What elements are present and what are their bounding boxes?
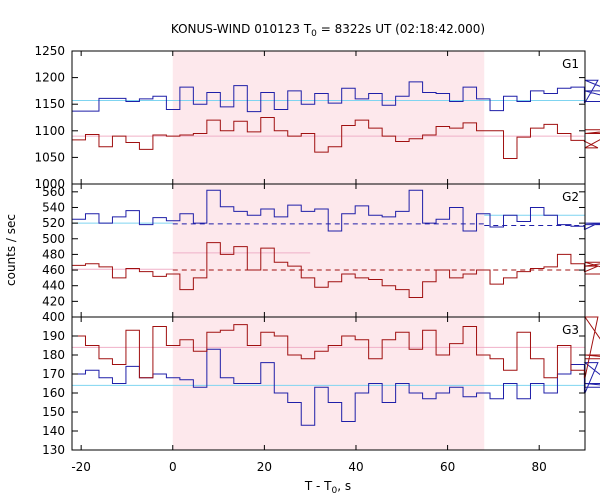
panel-g2-y-tick-label: 560 [42, 185, 65, 199]
panel-g3: 130 140 150 160 170 180 190 G3 [42, 316, 600, 457]
chart-title-main: KONUS-WIND 010123 T [171, 22, 312, 36]
panel-g2-series-blue [72, 189, 600, 232]
panel-g1-y-tick-label: 1200 [34, 71, 65, 85]
panel-g2-y-tick-label: 420 [42, 294, 65, 308]
x-axis-label-main: T - T [304, 479, 332, 493]
x-tick-label: 80 [532, 460, 547, 474]
panel-g2-shaded-interval [172, 184, 485, 317]
panel-g3-shaded-interval [172, 317, 485, 450]
x-tick-label: 0 [169, 460, 177, 474]
panel-g2-y-tick-label: 480 [42, 247, 65, 261]
x-tick-label: 20 [257, 460, 272, 474]
panel-g2-y-tick-label: 500 [42, 232, 65, 246]
panel-g3-y-tick-label: 160 [42, 386, 65, 400]
x-tick-label: 60 [440, 460, 455, 474]
panel-g3-y-tick-label: 170 [42, 367, 65, 381]
panel-g1-y-tick-label: 1000 [34, 177, 65, 191]
panel-g1-label: G1 [562, 57, 579, 71]
panel-g2-y-tick-label: 520 [42, 216, 65, 230]
panel-g3-y-tick-label: 130 [42, 443, 65, 457]
panel-g1-y-tick-label: 1250 [34, 44, 65, 58]
chart-title-rest: = 8322s UT (02:18:42.000) [317, 22, 485, 36]
panel-g2-y-tick-label: 540 [42, 200, 65, 214]
panel-g2-y-tick-label: 460 [42, 263, 65, 277]
panel-g3-y-tick-label: 180 [42, 348, 65, 362]
x-tick-label: -20 [71, 460, 91, 474]
panel-g2-series-red [72, 242, 600, 298]
panel-g1: 1000 1050 1100 1150 1200 1250 G1 [34, 44, 600, 191]
panel-g1-y-tick-label: 1150 [34, 97, 65, 111]
panel-g2-y-tick-label: 440 [42, 279, 65, 293]
panel-g3-frame [71, 316, 586, 451]
x-axis-label-sub: 0 [332, 486, 338, 496]
chart-title: KONUS-WIND 010123 T0 = 8322s UT (02:18:4… [171, 22, 485, 39]
panel-g2-y-tick-label: 400 [42, 310, 65, 324]
panel-g3-y-tick-label: 150 [42, 405, 65, 419]
x-tick-labels: -20 0 20 40 60 80 [71, 460, 546, 474]
x-axis-label-rest: , s [337, 479, 351, 493]
panel-g3-label: G3 [562, 323, 579, 337]
x-tick-label: 40 [348, 460, 363, 474]
y-axis-label: counts / sec [4, 214, 18, 286]
panel-g1-series-blue [72, 79, 600, 113]
panel-g3-series-red [72, 316, 600, 379]
panel-g1-y-tick-label: 1100 [34, 124, 65, 138]
panel-g1-series-red [72, 117, 600, 159]
panel-g1-y-tick-label: 1050 [34, 150, 65, 164]
chart-title-sub: 0 [311, 29, 317, 39]
panel-g3-y-tick-label: 190 [42, 329, 65, 343]
panel-g2-label: G2 [562, 190, 579, 204]
x-axis-label: T - T0, s [304, 479, 351, 496]
panel-g1-shaded-interval [172, 51, 485, 184]
panel-g3-y-tick-label: 140 [42, 424, 65, 438]
panel-g3-series-blue [72, 348, 600, 426]
